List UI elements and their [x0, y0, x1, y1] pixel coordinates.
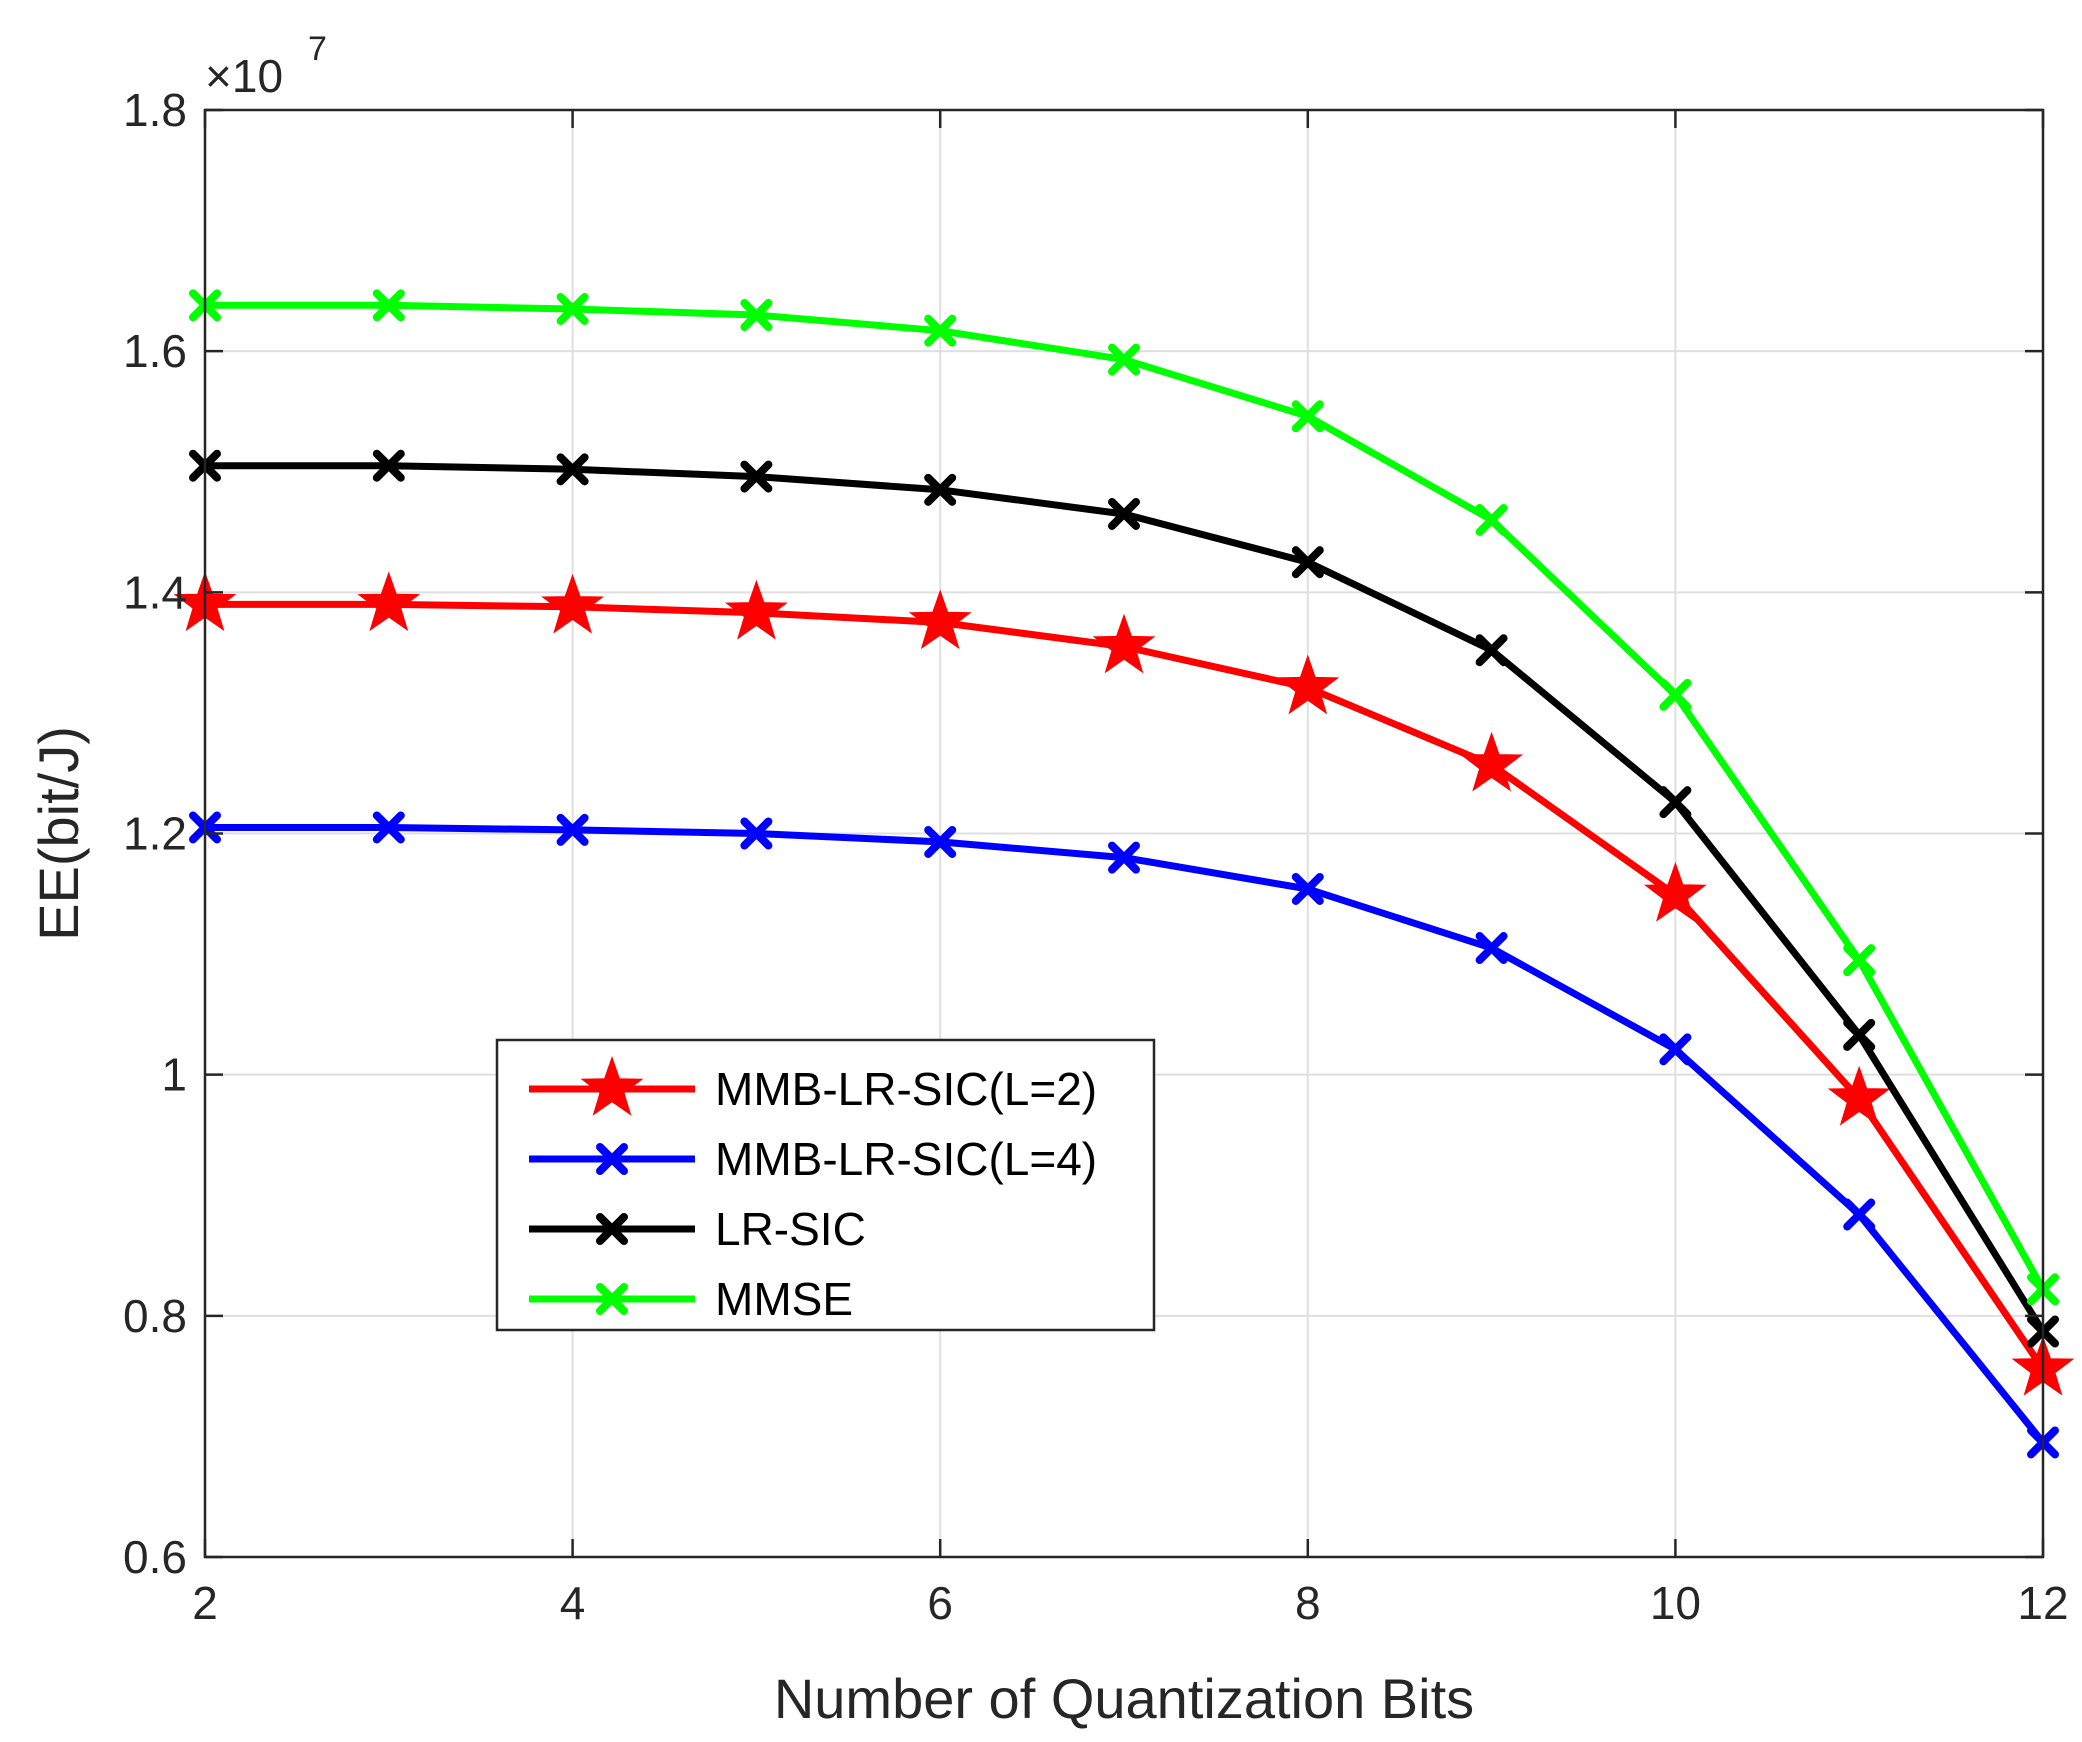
x-tick-label: 8 [1295, 1577, 1321, 1629]
x-tick-label: 10 [1650, 1577, 1701, 1629]
data-point [1460, 731, 1523, 792]
data-point [1659, 1033, 1692, 1066]
data-point [924, 825, 957, 858]
legend-item: LR-SIC [529, 1203, 866, 1255]
data-point [1475, 634, 1508, 667]
y-multiplier: ×10 7 [205, 30, 327, 102]
y-tick-label: 0.6 [123, 1531, 187, 1583]
data-point [556, 813, 589, 846]
series-2 [189, 811, 2059, 1459]
axis-ticks: 2 4 6 8 10 12 0.6 0.8 1 1.2 1.4 1.6 1.8 [123, 84, 2069, 1629]
data-point [556, 292, 589, 325]
x-tick-label: 2 [192, 1577, 218, 1629]
legend-label: MMB-LR-SIC(L=4) [715, 1133, 1097, 1185]
data-point [1108, 343, 1140, 376]
x-tick-label: 4 [560, 1577, 586, 1629]
data-point [1843, 1198, 1876, 1231]
y-axis-label: EE(bit/J) [27, 726, 90, 941]
y-multiplier-base: ×10 [205, 50, 283, 102]
y-tick-label: 1.6 [123, 325, 187, 377]
data-point [1644, 861, 1707, 922]
data-point [725, 579, 788, 640]
data-point [1475, 503, 1508, 536]
x-axis-label: Number of Quantization Bits [774, 1667, 1474, 1730]
data-point [372, 289, 405, 322]
data-point [924, 314, 957, 347]
data-point [1659, 786, 1692, 819]
y-tick-label: 1 [161, 1049, 187, 1101]
data-point [740, 460, 773, 493]
data-point [740, 298, 773, 331]
data-point [556, 453, 589, 486]
legend-item: MMB-LR-SIC(L=2) [529, 1055, 1097, 1116]
y-tick-label: 0.8 [123, 1290, 187, 1342]
y-tick-label: 1.8 [123, 84, 187, 136]
data-point [1475, 932, 1508, 965]
data-point [740, 817, 773, 850]
data-point [1659, 678, 1692, 711]
data-point [1092, 613, 1156, 674]
data-point [1843, 944, 1876, 977]
data-point [372, 811, 405, 844]
data-point [541, 573, 604, 634]
data-point [924, 473, 957, 506]
series-3 [189, 449, 2059, 1348]
data-point [357, 571, 421, 632]
legend-item: MMSE [529, 1273, 853, 1325]
legend-marker [596, 1143, 628, 1175]
data-point [1291, 872, 1324, 905]
data-point [1108, 497, 1140, 530]
legend-item: MMB-LR-SIC(L=4) [529, 1133, 1097, 1185]
x-tick-label: 12 [2017, 1577, 2068, 1629]
data-point [908, 589, 972, 650]
data-point [1827, 1065, 1891, 1126]
data-point [1291, 546, 1324, 579]
legend-marker [596, 1213, 628, 1245]
series-1 [173, 571, 2075, 1396]
data-point [1843, 1018, 1876, 1051]
legend-label: LR-SIC [715, 1203, 866, 1255]
x-tick-label: 6 [927, 1577, 953, 1629]
y-multiplier-exponent: 7 [308, 30, 327, 68]
series-4 [189, 289, 2059, 1306]
legend-marker [580, 1055, 644, 1116]
legend-label: MMSE [715, 1273, 853, 1325]
data-point [372, 449, 405, 482]
series-layer [173, 289, 2075, 1459]
legend: MMB-LR-SIC(L=2) MMB-LR-SIC(L=4) LR-SIC MMSE [495, 1038, 1156, 1332]
legend-label: MMB-LR-SIC(L=2) [715, 1063, 1097, 1115]
y-tick-label: 1.4 [123, 566, 187, 618]
y-tick-label: 1.2 [123, 808, 187, 860]
data-point [1276, 654, 1340, 715]
legend-marker [596, 1283, 628, 1315]
data-point [1291, 400, 1324, 433]
data-point [1108, 841, 1140, 874]
